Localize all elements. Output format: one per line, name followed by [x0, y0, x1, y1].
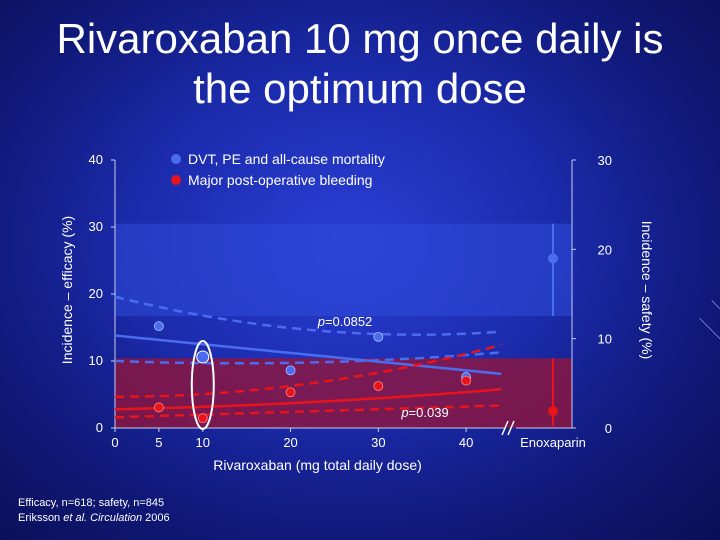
x-axis-tick-label: 0: [111, 435, 118, 450]
efficacy-comparator-point: [548, 253, 558, 264]
legend-label-safety: Major post-operative bleeding: [188, 172, 372, 188]
x-axis-tick-label: 10: [196, 435, 210, 450]
slide-title: Rivaroxaban 10 mg once daily is the opti…: [20, 14, 700, 114]
safety-data-point: [197, 413, 208, 424]
optimum-dose-highlight: [190, 340, 215, 430]
efficacy-fitted-line: [114, 334, 502, 376]
footnote-line-1: Efficacy, n=618; safety, n=845: [18, 497, 165, 509]
x-axis-comparator-label: Enoxaparin: [520, 435, 586, 450]
legend-marker-safety: [171, 175, 181, 185]
footnote: Efficacy, n=618; safety, n=845 Eriksson …: [18, 496, 170, 526]
safety-upper-bound: [115, 343, 502, 398]
safety-lower-bound: [114, 404, 502, 419]
right-axis-tick-label: 20: [598, 242, 612, 257]
efficacy-data-point: [285, 365, 296, 376]
safety-comparator-point: [548, 406, 558, 417]
safety-data-point: [461, 375, 472, 386]
safety-comparator-band: [115, 358, 572, 428]
left-axis-tick-label: 10: [89, 353, 103, 368]
x-axis-tick-label: 30: [371, 435, 385, 450]
left-axis-title: Incidence – efficacy (%): [59, 216, 75, 364]
efficacy-lower-bound: [114, 351, 502, 365]
right-axis-title: Incidence – safety (%): [639, 221, 655, 360]
efficacy-data-point: [153, 321, 164, 332]
efficacy-comparator-band: [115, 223, 572, 317]
left-axis-tick-label: 20: [89, 286, 103, 301]
footnote-year: 2006: [142, 512, 170, 524]
right-axis-tick-label: 0: [605, 421, 612, 436]
x-axis-tick-label: 5: [155, 435, 162, 450]
axis-break-mark: [507, 420, 515, 436]
x-axis-tick-label: 40: [459, 435, 473, 450]
legend-label-efficacy: DVT, PE and all-cause mortality: [188, 151, 385, 167]
left-axis-tick-label: 40: [89, 152, 103, 167]
efficacy-upper-bound: [114, 295, 502, 336]
slide-title-line-1: Rivaroxaban 10 mg once daily is: [56, 15, 664, 62]
axis-break-mark: [501, 420, 509, 436]
efficacy-data-point: [373, 331, 384, 342]
footnote-journal: et al. Circulation: [63, 512, 143, 524]
safety-data-point: [373, 381, 384, 391]
p-value-annotation: p=0.039: [400, 405, 448, 420]
footnote-author: Eriksson: [18, 512, 64, 524]
safety-data-point: [285, 387, 296, 398]
safety-data-point: [153, 402, 164, 413]
efficacy-highlight-point: [196, 350, 210, 364]
left-axis-tick-label: 30: [89, 219, 103, 234]
safety-fitted-line: [114, 388, 502, 411]
p-value-annotation: p=0.0852: [317, 314, 373, 329]
slide-title-line-2: the optimum dose: [193, 65, 527, 112]
x-axis-title: Rivaroxaban (mg total daily dose): [213, 457, 422, 473]
x-axis-tick-label: 20: [283, 435, 297, 450]
footnote-line-2: Eriksson et al. Circulation 2006: [18, 511, 170, 526]
right-axis-tick-label: 10: [598, 332, 612, 347]
right-axis-tick-label: 30: [598, 153, 612, 168]
left-axis-tick-label: 0: [96, 420, 103, 435]
legend-marker-efficacy: [171, 154, 181, 164]
